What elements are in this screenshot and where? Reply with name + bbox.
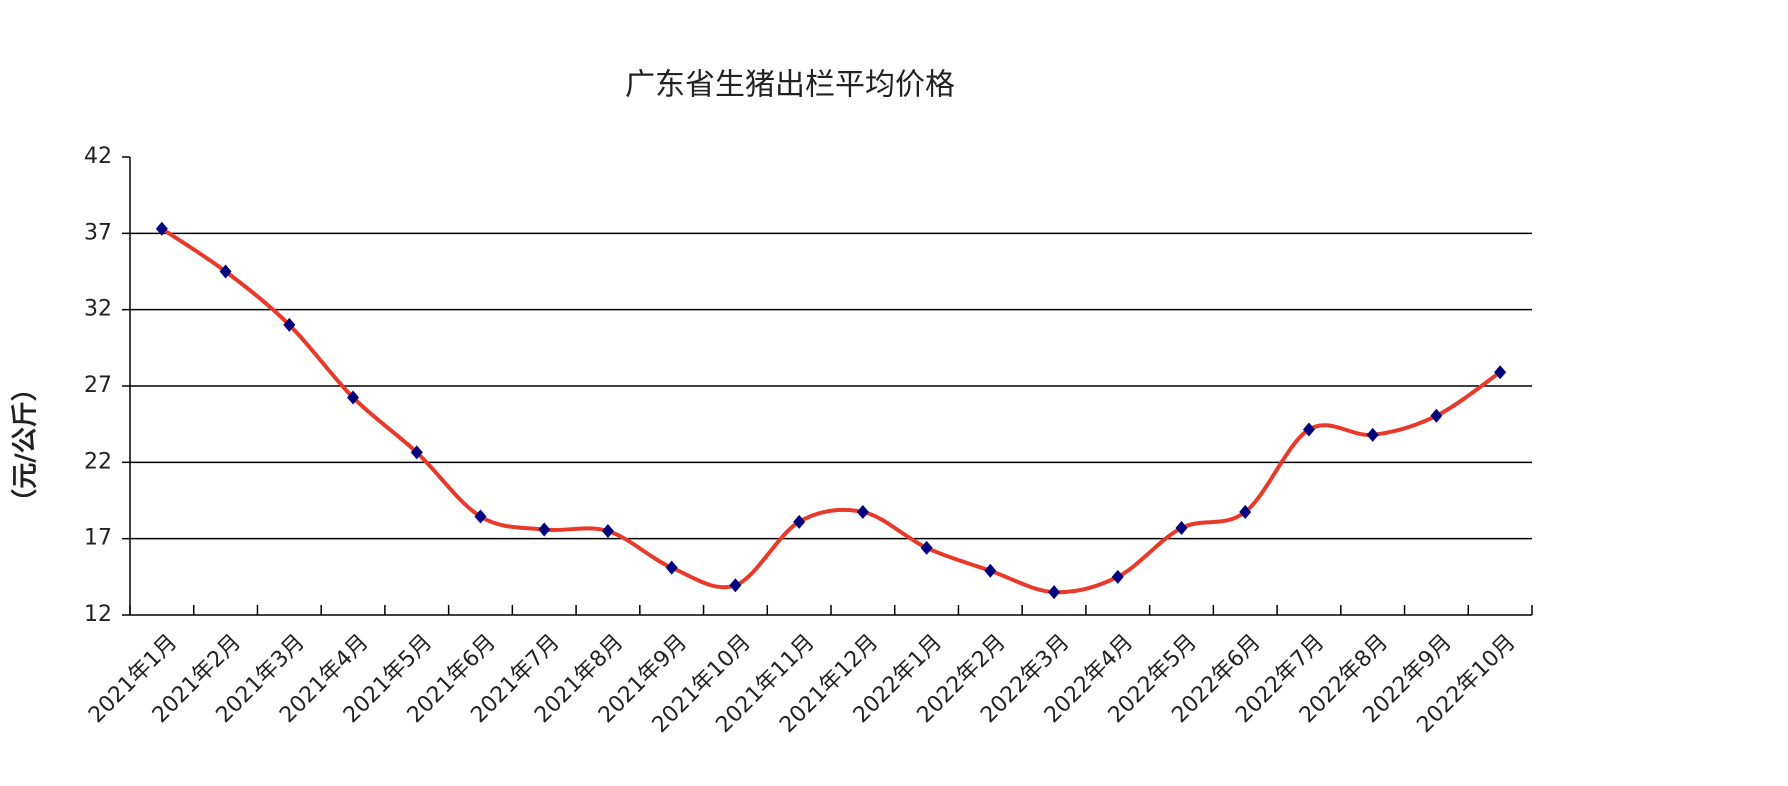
y-axis-label: （元/公斤） xyxy=(11,375,41,515)
y-tick-label: 42 xyxy=(84,144,112,169)
marker xyxy=(729,578,742,593)
marker xyxy=(1175,520,1188,535)
marker xyxy=(219,264,232,279)
marker xyxy=(155,221,168,236)
marker xyxy=(984,563,997,578)
y-tick-label: 12 xyxy=(84,602,112,627)
marker xyxy=(665,560,678,575)
chart-title: 广东省生猪出栏平均价格 xyxy=(625,68,955,103)
y-tick-label: 37 xyxy=(84,220,112,245)
marker xyxy=(1302,422,1315,437)
marker xyxy=(1111,569,1124,584)
marker xyxy=(410,445,423,460)
y-tick-label: 17 xyxy=(84,526,112,551)
y-tick-label: 22 xyxy=(84,449,112,474)
marker xyxy=(538,522,551,537)
marker xyxy=(1366,427,1379,442)
y-tick-label: 32 xyxy=(84,297,112,322)
marker xyxy=(1048,585,1061,600)
marker xyxy=(920,540,933,555)
line xyxy=(160,227,1502,595)
y-tick-label: 27 xyxy=(84,373,112,398)
marker xyxy=(347,390,360,405)
marker xyxy=(474,509,487,524)
marker xyxy=(856,504,869,519)
marker xyxy=(1430,408,1443,423)
marker xyxy=(1494,365,1507,380)
marker xyxy=(1239,504,1252,519)
marker xyxy=(601,524,614,539)
marker xyxy=(283,317,296,332)
marker xyxy=(793,514,806,529)
